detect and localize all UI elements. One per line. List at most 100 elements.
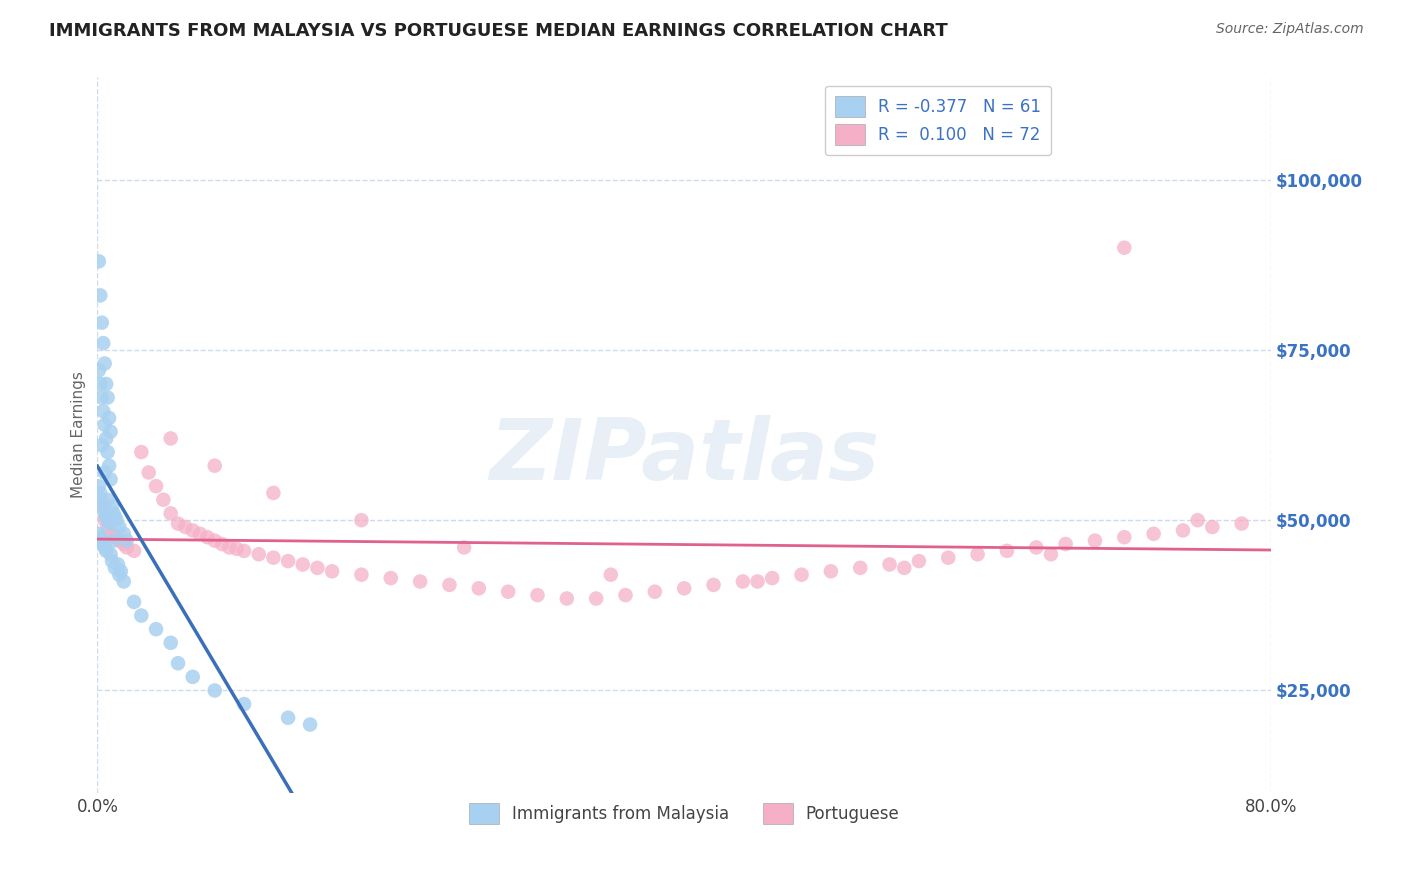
Point: [211, 537, 233, 551]
Point: [188, 526, 211, 541]
Point: [91, 404, 114, 418]
Point: [105, 513, 128, 527]
Point: [225, 541, 247, 556]
Point: [89, 486, 111, 500]
Point: [93, 513, 115, 527]
Point: [233, 697, 256, 711]
Point: [101, 526, 124, 541]
Point: [167, 657, 190, 671]
Point: [90, 533, 112, 548]
Point: [761, 571, 783, 585]
Point: [1171, 524, 1194, 538]
Point: [93, 466, 115, 480]
Point: [204, 458, 226, 473]
Point: [104, 509, 127, 524]
Point: [97, 445, 120, 459]
Point: [307, 561, 329, 575]
Point: [122, 595, 145, 609]
Point: [409, 574, 432, 589]
Point: [90, 391, 112, 405]
Legend: Immigrants from Malaysia, Portuguese: Immigrants from Malaysia, Portuguese: [458, 793, 910, 834]
Point: [599, 567, 621, 582]
Point: [87, 254, 110, 268]
Point: [96, 376, 118, 391]
Point: [195, 530, 218, 544]
Point: [966, 547, 988, 561]
Point: [96, 509, 118, 524]
Point: [107, 558, 129, 572]
Point: [97, 492, 120, 507]
Point: [93, 357, 115, 371]
Point: [380, 571, 402, 585]
Point: [91, 336, 114, 351]
Point: [131, 445, 153, 459]
Point: [1084, 533, 1107, 548]
Point: [1201, 520, 1223, 534]
Point: [122, 544, 145, 558]
Point: [350, 513, 373, 527]
Point: [1114, 241, 1136, 255]
Point: [90, 500, 112, 514]
Point: [614, 588, 637, 602]
Point: [101, 500, 124, 514]
Point: [87, 363, 110, 377]
Point: [91, 500, 114, 514]
Point: [181, 670, 204, 684]
Point: [1025, 541, 1047, 555]
Point: [1187, 513, 1209, 527]
Point: [908, 554, 931, 568]
Point: [159, 636, 181, 650]
Point: [204, 533, 226, 548]
Text: Source: ZipAtlas.com: Source: ZipAtlas.com: [1216, 22, 1364, 37]
Point: [247, 547, 270, 561]
Point: [97, 391, 120, 405]
Point: [115, 533, 138, 548]
Point: [893, 561, 915, 575]
Point: [731, 574, 754, 589]
Point: [820, 564, 842, 578]
Point: [115, 541, 138, 555]
Point: [995, 544, 1018, 558]
Point: [1143, 526, 1166, 541]
Point: [1230, 516, 1253, 531]
Point: [277, 711, 299, 725]
Point: [138, 466, 160, 480]
Point: [96, 432, 118, 446]
Point: [112, 526, 135, 541]
Point: [90, 316, 112, 330]
Point: [181, 524, 204, 538]
Point: [101, 554, 124, 568]
Point: [87, 479, 110, 493]
Text: ZIPatlas: ZIPatlas: [489, 415, 879, 498]
Point: [104, 561, 127, 575]
Point: [103, 533, 125, 548]
Point: [159, 432, 181, 446]
Point: [89, 530, 111, 544]
Point: [108, 567, 131, 582]
Y-axis label: Median Earnings: Median Earnings: [72, 372, 86, 499]
Point: [644, 584, 666, 599]
Point: [321, 564, 343, 578]
Point: [453, 541, 475, 555]
Point: [145, 479, 167, 493]
Point: [1114, 530, 1136, 544]
Point: [879, 558, 901, 572]
Point: [350, 567, 373, 582]
Point: [747, 574, 769, 589]
Point: [108, 533, 131, 548]
Point: [262, 486, 284, 500]
Point: [89, 376, 111, 391]
Point: [233, 544, 256, 558]
Point: [131, 608, 153, 623]
Point: [585, 591, 607, 606]
Point: [790, 567, 813, 582]
Point: [145, 622, 167, 636]
Point: [93, 541, 115, 555]
Point: [496, 584, 519, 599]
Point: [97, 520, 120, 534]
Point: [91, 537, 114, 551]
Point: [468, 582, 491, 596]
Point: [97, 513, 120, 527]
Point: [90, 492, 112, 507]
Point: [673, 582, 696, 596]
